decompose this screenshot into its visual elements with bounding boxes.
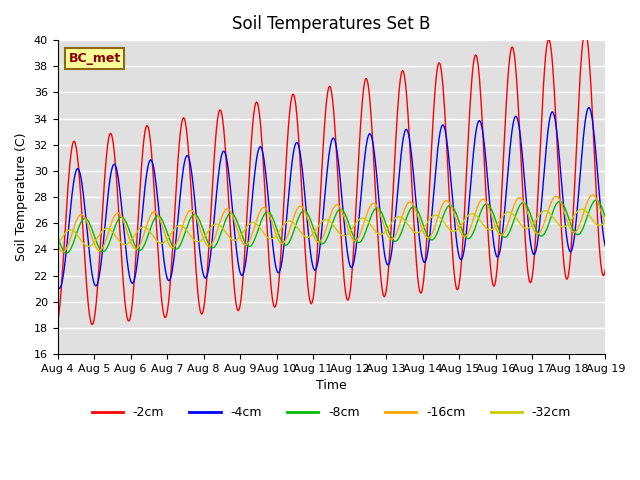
-16cm	[602, 221, 609, 227]
-4cm	[586, 105, 593, 110]
-8cm	[205, 242, 213, 248]
-2cm	[88, 322, 95, 327]
-8cm	[65, 250, 72, 255]
Y-axis label: Soil Temperature (C): Soil Temperature (C)	[15, 133, 28, 261]
-32cm	[399, 215, 406, 221]
Line: -8cm: -8cm	[58, 200, 605, 253]
-8cm	[592, 197, 600, 203]
-8cm	[399, 226, 406, 232]
Line: -32cm: -32cm	[58, 209, 605, 246]
-2cm	[205, 240, 213, 246]
-4cm	[121, 234, 129, 240]
-32cm	[63, 228, 71, 234]
Title: Soil Temperatures Set B: Soil Temperatures Set B	[232, 15, 431, 33]
-4cm	[54, 283, 61, 288]
-4cm	[205, 263, 213, 268]
-8cm	[121, 216, 129, 222]
-4cm	[602, 243, 609, 249]
-16cm	[205, 243, 213, 249]
-16cm	[54, 241, 61, 247]
-8cm	[177, 242, 184, 248]
-2cm	[54, 321, 61, 326]
-32cm	[121, 242, 129, 248]
Text: BC_met: BC_met	[68, 52, 121, 65]
Line: -2cm: -2cm	[58, 31, 605, 324]
-8cm	[602, 214, 609, 220]
-2cm	[121, 295, 129, 301]
X-axis label: Time: Time	[316, 379, 347, 392]
Legend: -2cm, -4cm, -8cm, -16cm, -32cm: -2cm, -4cm, -8cm, -16cm, -32cm	[86, 401, 576, 424]
-2cm	[602, 267, 609, 273]
-4cm	[399, 140, 406, 145]
-4cm	[55, 286, 63, 291]
-32cm	[85, 243, 93, 249]
-16cm	[415, 216, 422, 222]
-4cm	[65, 229, 72, 235]
-16cm	[177, 231, 184, 237]
-16cm	[399, 212, 406, 218]
-32cm	[578, 206, 586, 212]
-2cm	[177, 132, 184, 137]
Line: -16cm: -16cm	[58, 195, 605, 252]
-16cm	[59, 249, 67, 255]
-16cm	[65, 242, 72, 248]
-32cm	[205, 227, 213, 233]
-2cm	[63, 192, 71, 198]
-32cm	[415, 230, 422, 236]
-2cm	[415, 282, 422, 288]
Line: -4cm: -4cm	[58, 108, 605, 288]
-8cm	[54, 233, 61, 239]
-16cm	[121, 221, 129, 227]
-4cm	[415, 228, 422, 234]
-16cm	[588, 192, 596, 198]
-2cm	[399, 68, 406, 73]
-8cm	[415, 210, 422, 216]
-2cm	[582, 28, 589, 34]
-32cm	[177, 223, 184, 228]
-4cm	[177, 193, 184, 199]
-32cm	[602, 219, 609, 225]
-32cm	[54, 241, 61, 247]
-8cm	[63, 250, 70, 256]
